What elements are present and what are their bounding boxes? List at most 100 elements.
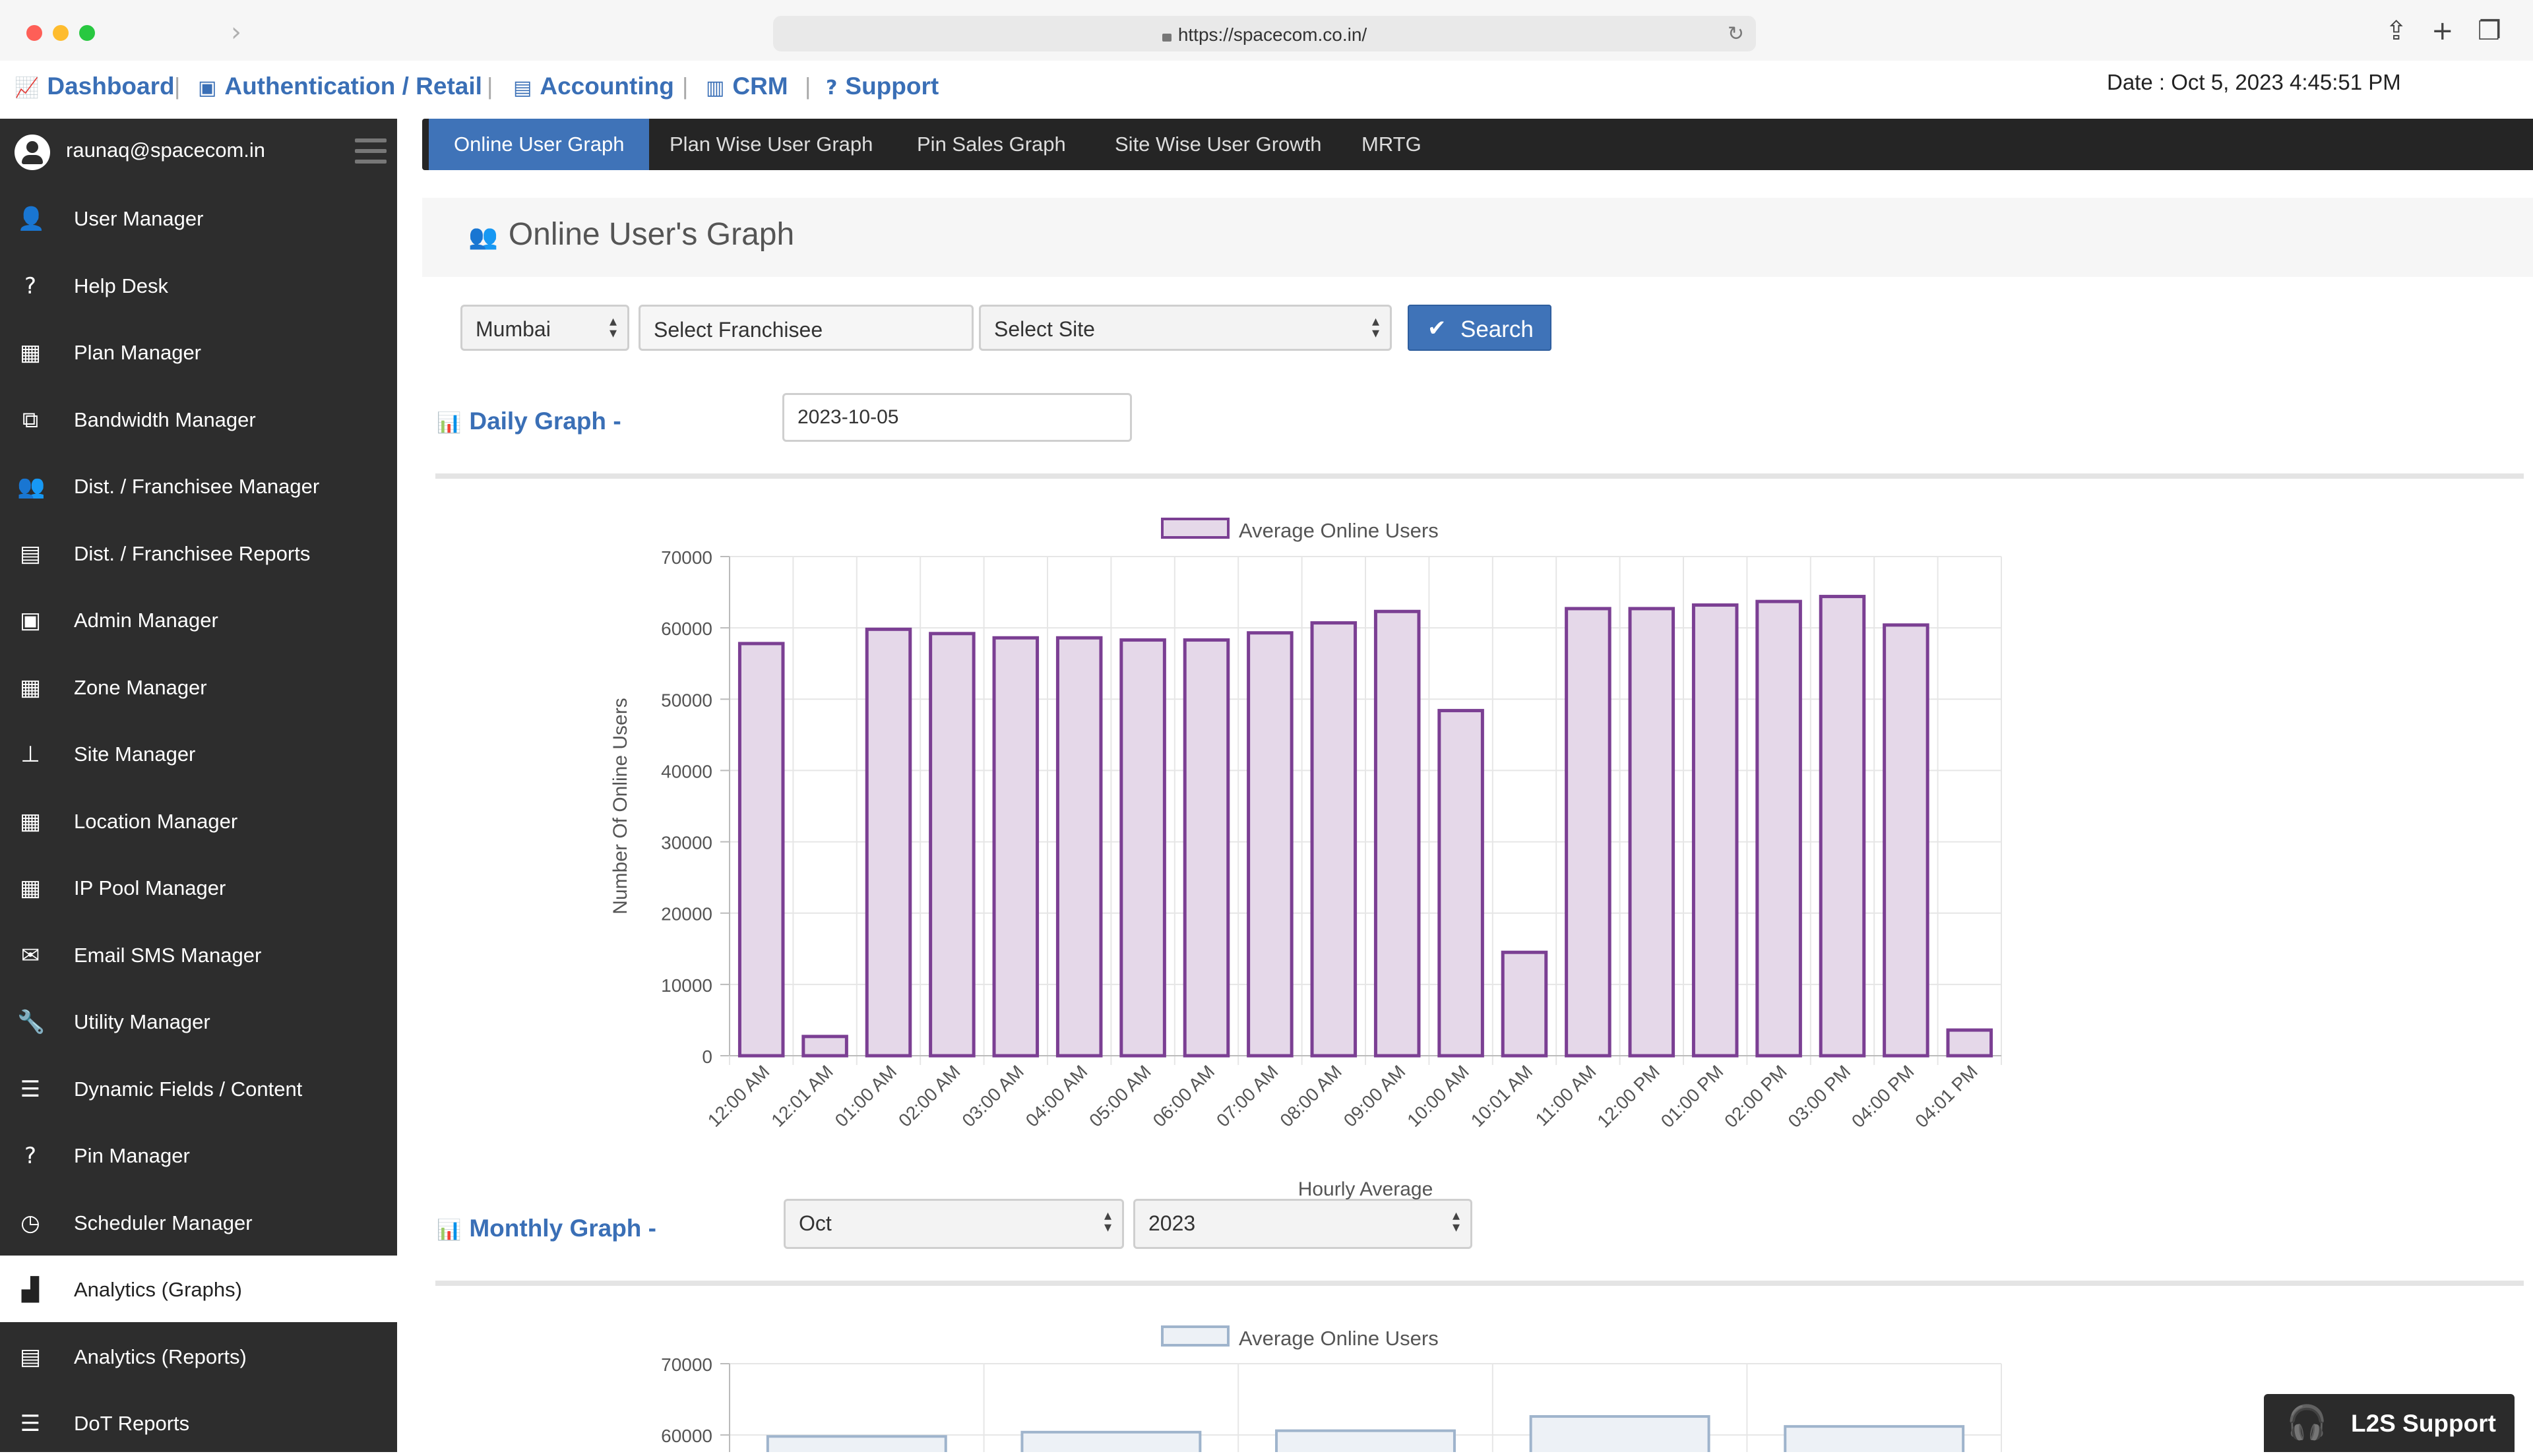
x-tick-label: 08:00 AM xyxy=(1276,1061,1346,1131)
sidebar-item-zone-manager[interactable]: ▦ Zone Manager xyxy=(0,653,397,720)
current-date: Date : Oct 5, 2023 4:45:51 PM xyxy=(2107,70,2401,94)
minimize-window-button[interactable] xyxy=(53,25,69,41)
sidebar-item-label: Zone Manager xyxy=(74,675,207,699)
money-icon: ▥ xyxy=(706,76,725,100)
sidebar-item-dist-franchisee-reports[interactable]: ▤ Dist. / Franchisee Reports xyxy=(0,520,397,586)
users-icon: 👥 xyxy=(17,473,46,500)
sidebar-item-analytics-graphs[interactable]: ▟ Analytics (Graphs) xyxy=(0,1256,397,1322)
clock-icon: ◷ xyxy=(20,1209,40,1236)
legend-label: Average Online Users xyxy=(1239,519,1439,542)
menu-support[interactable]: ? Support xyxy=(826,73,939,100)
month-select[interactable]: Oct ▴ ▾ xyxy=(784,1199,1124,1249)
x-axis-title: Hourly Average xyxy=(1298,1178,1433,1200)
bar xyxy=(1310,621,1358,1058)
sidebar-item-plan-manager[interactable]: ▦ Plan Manager xyxy=(0,318,397,385)
bar xyxy=(1628,607,1675,1058)
sidebar-item-dot-reports[interactable]: ☰ DoT Reports xyxy=(0,1389,397,1456)
forward-icon[interactable]: › xyxy=(231,17,241,47)
search-button[interactable]: ✔ Search xyxy=(1408,305,1551,351)
menu-authentication-retail[interactable]: ▣ Authentication / Retail xyxy=(198,73,482,100)
ledger-icon: ▤ xyxy=(513,76,532,100)
building-icon: ▦ xyxy=(19,674,42,701)
sidebar-item-scheduler-manager[interactable]: ◷ Scheduler Manager xyxy=(0,1189,397,1256)
new-tab-icon[interactable]: + xyxy=(2431,16,2454,46)
bar xyxy=(1437,709,1484,1058)
sidebar-item-analytics-reports[interactable]: ▤ Analytics (Reports) xyxy=(0,1323,397,1389)
bar xyxy=(1784,1425,1965,1452)
sidebar-item-label: Dist. / Franchisee Manager xyxy=(74,475,320,498)
x-tick-label: 12:01 AM xyxy=(767,1061,837,1131)
sidebar-item-label: Email SMS Manager xyxy=(74,943,262,967)
divider xyxy=(435,1281,2524,1286)
address-bar[interactable]: https://spacecom.co.in/ ↻ xyxy=(773,16,1756,51)
x-tick-label: 04:00 AM xyxy=(1022,1061,1092,1131)
legend-swatch xyxy=(1161,518,1230,539)
line-chart-icon: 📈 xyxy=(15,76,40,100)
sidebar-item-help-desk[interactable]: ? Help Desk xyxy=(0,252,397,318)
tabs-overview-icon[interactable]: ❐ xyxy=(2478,16,2501,46)
menu-dashboard[interactable]: 📈 Dashboard xyxy=(15,73,175,100)
y-tick-label: 50000 xyxy=(661,690,712,710)
x-tick-label: 11:00 AM xyxy=(1532,1061,1600,1130)
menu-crm[interactable]: ▥ CRM xyxy=(706,73,788,100)
tab-pin-sales-graph[interactable]: Pin Sales Graph xyxy=(917,133,1066,156)
sidebar-item-user-manager[interactable]: 👤 User Manager xyxy=(0,185,397,251)
bar xyxy=(1501,950,1548,1058)
sidebar-item-dist-franchisee-manager[interactable]: 👥 Dist. / Franchisee Manager xyxy=(0,452,397,519)
sidebar-item-email-sms-manager[interactable]: ✉ Email SMS Manager xyxy=(0,921,397,988)
sidebar-item-label: Admin Manager xyxy=(74,609,218,632)
sidebar-item-pin-manager[interactable]: ? Pin Manager xyxy=(0,1122,397,1188)
x-tick-label: 10:01 AM xyxy=(1467,1061,1537,1131)
sidebar-item-label: User Manager xyxy=(74,207,204,230)
site-select[interactable]: Select Site ▴ ▾ xyxy=(979,305,1392,351)
sidebar-item-ip-pool-manager[interactable]: ▦ IP Pool Manager xyxy=(0,854,397,921)
x-tick-label: 02:00 AM xyxy=(894,1061,964,1131)
reload-icon[interactable]: ↻ xyxy=(1727,22,1744,46)
graph-tabs: Online User Graph Plan Wise User Graph P… xyxy=(422,119,2533,170)
zone-select[interactable]: Mumbai ▴ ▾ xyxy=(460,305,629,351)
year-select[interactable]: 2023 ▴ ▾ xyxy=(1133,1199,1472,1249)
sidebar-item-bandwidth-manager[interactable]: ⧉ Bandwidth Manager xyxy=(0,386,397,452)
lock-icon xyxy=(1162,34,1172,42)
sidebar-item-label: Bandwidth Manager xyxy=(74,408,256,431)
tab-plan-wise-user-graph[interactable]: Plan Wise User Graph xyxy=(670,133,873,156)
menu-accounting[interactable]: ▤ Accounting xyxy=(513,73,674,100)
sidebar-item-label: IP Pool Manager xyxy=(74,876,226,899)
tab-online-user-graph[interactable]: Online User Graph xyxy=(429,119,650,170)
tab-mrtg[interactable]: MRTG xyxy=(1361,133,1422,156)
x-tick-label: 03:00 AM xyxy=(958,1061,1028,1131)
user-profile[interactable]: raunaq@spacecom.in xyxy=(0,119,397,185)
legend-swatch xyxy=(1161,1325,1230,1347)
sidebar-item-location-manager[interactable]: ▦ Location Manager xyxy=(0,787,397,854)
close-window-button[interactable] xyxy=(26,25,42,41)
tab-site-wise-user-growth[interactable]: Site Wise User Growth xyxy=(1115,133,1322,156)
sidebar-item-label: Analytics (Reports) xyxy=(74,1345,247,1368)
sidebar-item-site-manager[interactable]: ⊥ Site Manager xyxy=(0,720,397,787)
x-tick-label: 04:01 PM xyxy=(1911,1061,1982,1132)
sidebar-item-admin-manager[interactable]: ▣ Admin Manager xyxy=(0,586,397,653)
franchisee-select[interactable]: Select Franchisee xyxy=(639,305,974,351)
sidebar-item-label: Scheduler Manager xyxy=(74,1211,253,1234)
x-tick-label: 09:00 AM xyxy=(1340,1061,1410,1131)
l2s-support-button[interactable]: 🎧 L2S Support xyxy=(2264,1394,2515,1452)
daily-date-input[interactable]: 2023-10-05 xyxy=(782,393,1132,442)
bar xyxy=(992,636,1040,1058)
share-icon[interactable]: ⇪ xyxy=(2385,16,2408,46)
bar xyxy=(1373,609,1421,1058)
users-icon: 👥 xyxy=(468,224,498,251)
sidebar-item-utility-manager[interactable]: 🔧 Utility Manager xyxy=(0,988,397,1054)
sidebar-item-dynamic-fields-content[interactable]: ☰ Dynamic Fields / Content xyxy=(0,1055,397,1122)
sidebar-item-label: Plan Manager xyxy=(74,341,202,364)
user-icon: 👤 xyxy=(17,206,46,232)
zoom-window-button[interactable] xyxy=(79,25,95,41)
panel-header: 👥 Online User's Graph xyxy=(422,198,2533,277)
x-tick-label: 02:00 PM xyxy=(1720,1061,1791,1132)
bar-chart-icon: 📊 xyxy=(437,1219,462,1242)
select-arrows-icon: ▴ ▾ xyxy=(1104,1207,1111,1236)
hamburger-menu-icon[interactable] xyxy=(355,138,387,166)
document-icon: ▤ xyxy=(19,1343,42,1370)
sitemap-icon: ⊥ xyxy=(20,741,40,768)
sidebar-item-label: Utility Manager xyxy=(74,1010,210,1033)
bar xyxy=(766,1435,947,1452)
